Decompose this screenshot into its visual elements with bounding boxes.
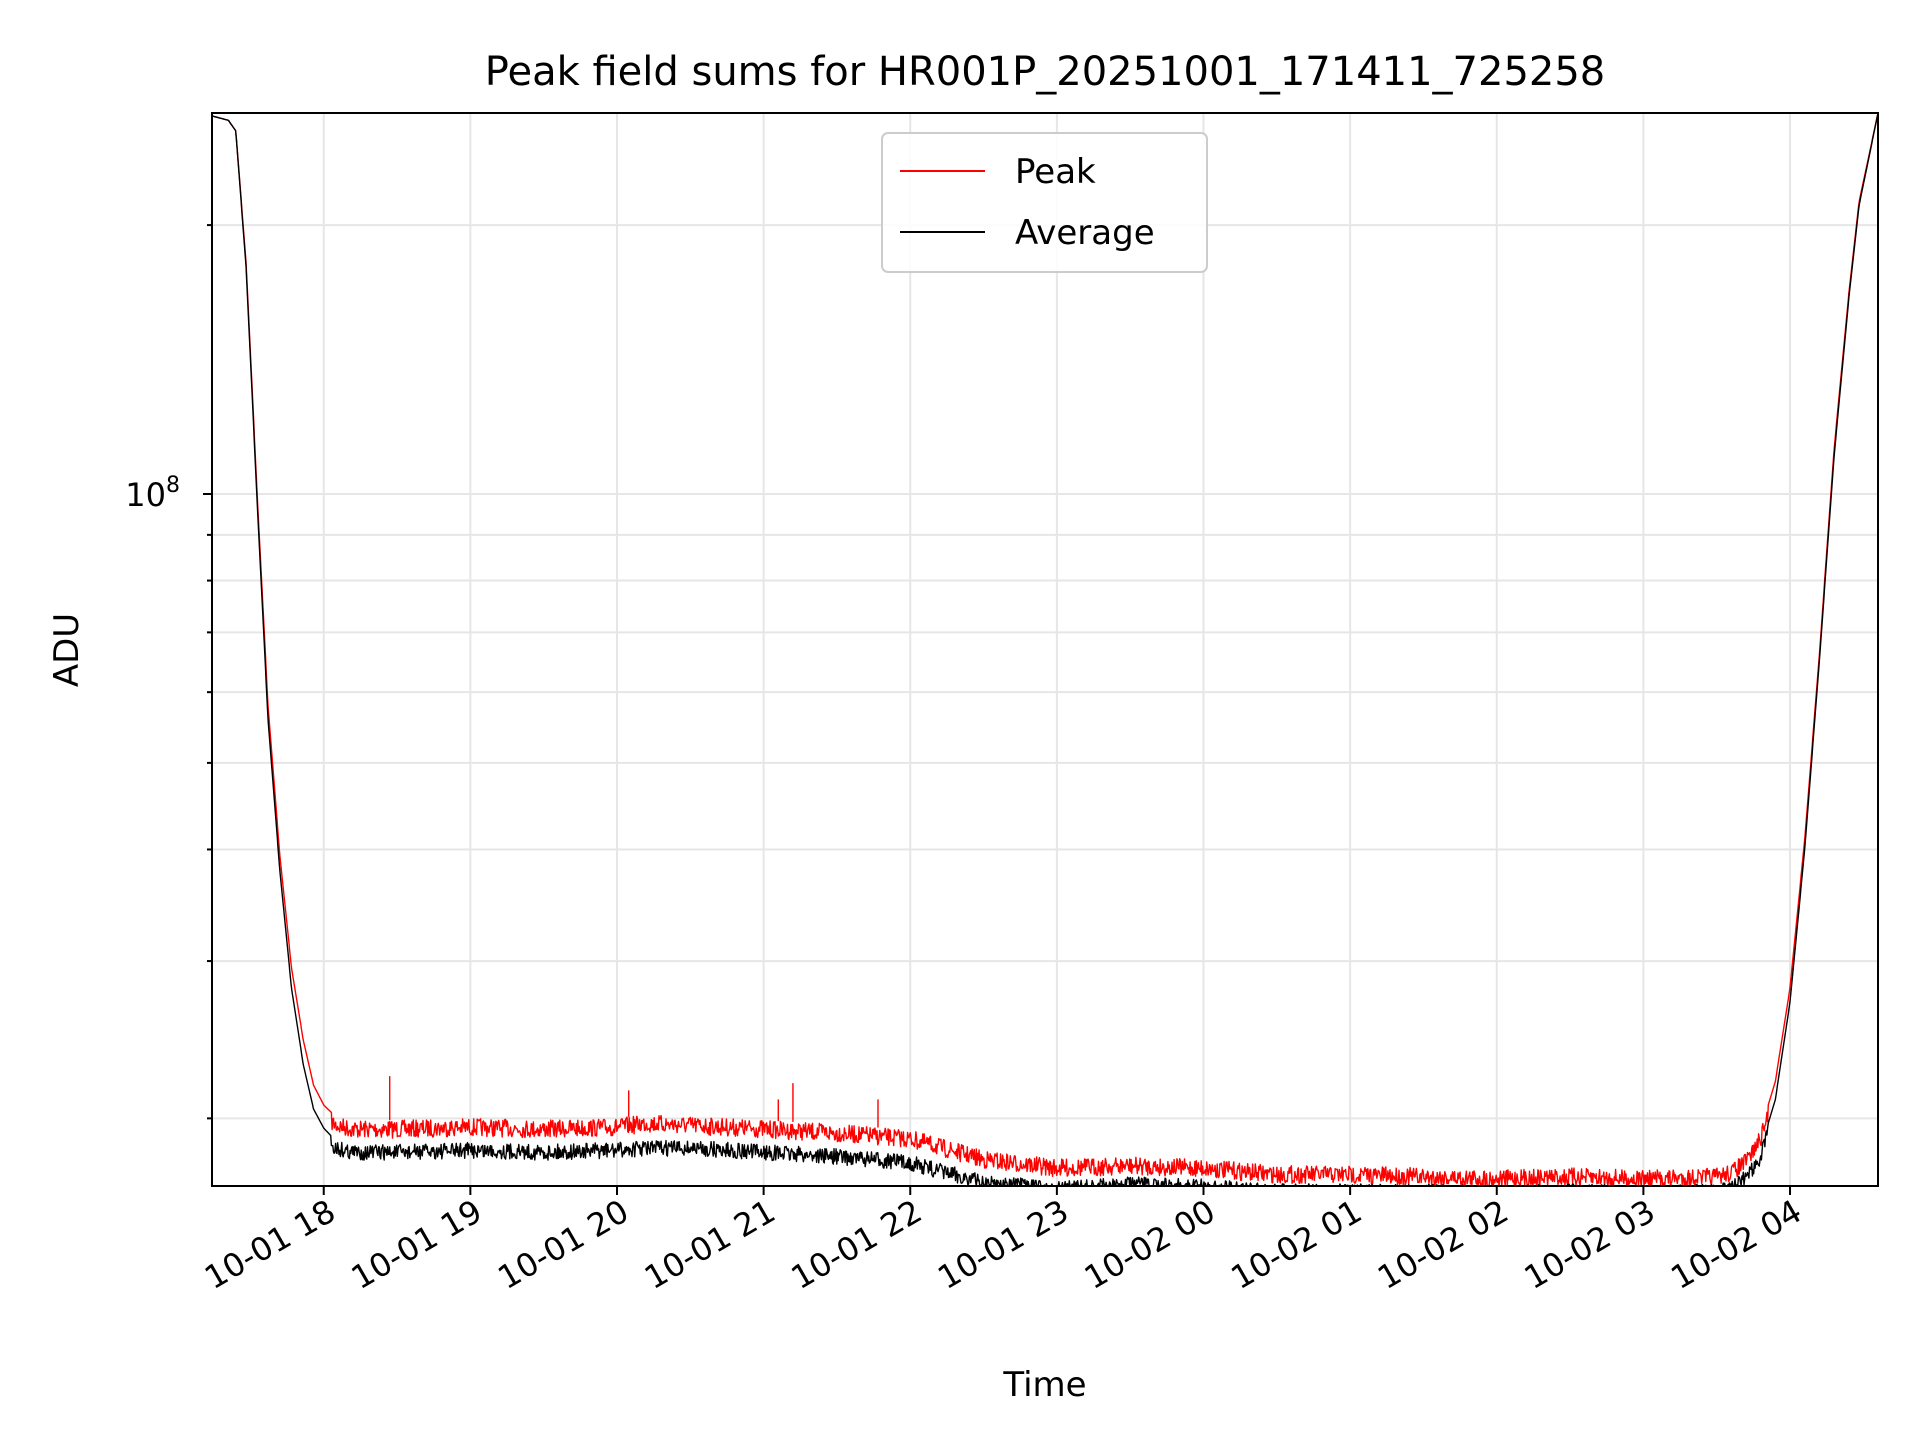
legend: Peak Average	[881, 132, 1208, 273]
y-axis-ticks: 108	[125, 224, 212, 1120]
y-tick-exponent: 8	[166, 473, 180, 498]
y-tick-base: 10	[125, 476, 166, 514]
y-tick-label: 108	[125, 473, 180, 514]
grid-lines	[212, 113, 1878, 1186]
series-line-peak	[211, 112, 1879, 1187]
legend-box	[881, 132, 1208, 273]
plot-frame	[211, 112, 1879, 1187]
legend-label-average: Average	[1015, 213, 1155, 253]
chart-title: Peak field sums for HR001P_20251001_1714…	[485, 49, 1605, 95]
legend-label-peak: Peak	[1015, 152, 1096, 192]
x-axis-label: Time	[1002, 1365, 1086, 1405]
y-axis-label: ADU	[47, 613, 87, 687]
